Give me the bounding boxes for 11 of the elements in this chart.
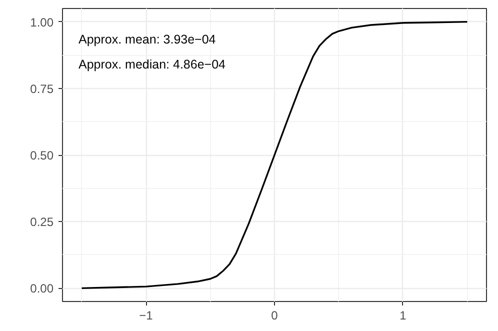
x-tick-label: 0 <box>271 308 278 322</box>
x-tick-label: 1 <box>400 308 407 322</box>
x-tick-label: −1 <box>139 308 154 322</box>
y-tick-label: 1.00 <box>30 15 54 30</box>
line-series <box>80 20 468 290</box>
y-tick-label: 0.50 <box>30 148 54 162</box>
y-tick-label: 0.75 <box>30 82 54 96</box>
annotation: Approx. mean: 3.93e−04 <box>78 32 216 46</box>
annotation: Approx. median: 4.86e−04 <box>78 58 226 72</box>
y-tick-label: 0.00 <box>30 282 54 296</box>
y-tick-label: 0.25 <box>30 215 54 230</box>
